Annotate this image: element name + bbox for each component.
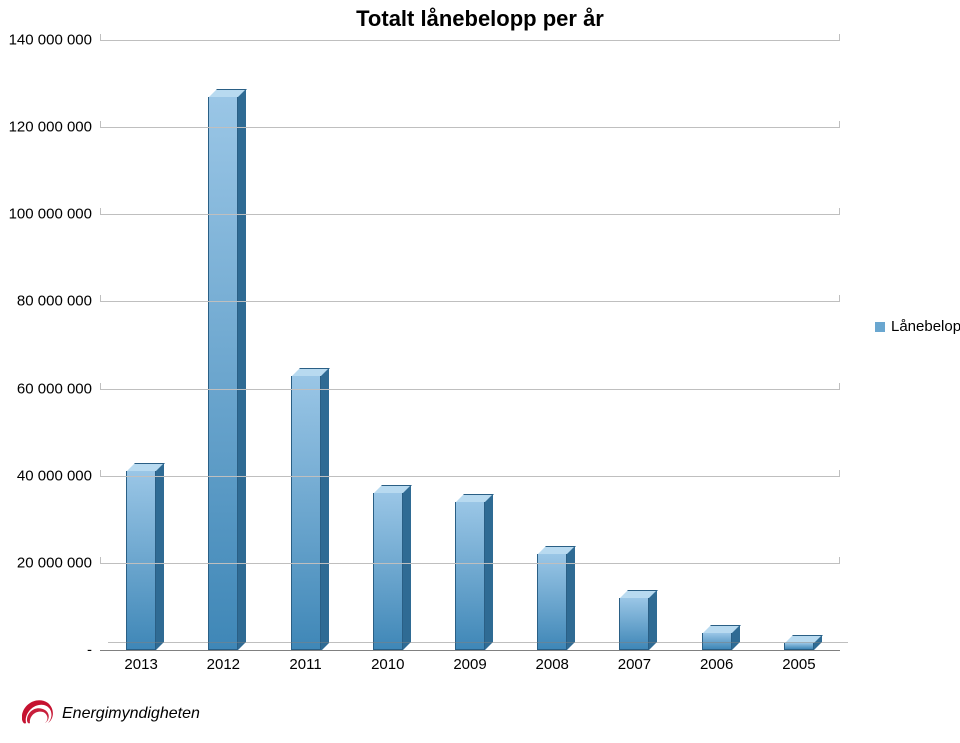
x-tick-label: 2013 — [124, 656, 157, 673]
y-tick-label: 80 000 000 — [17, 293, 100, 310]
bar — [291, 376, 321, 651]
bars-layer — [100, 40, 840, 650]
y-tick-label: 100 000 000 — [9, 206, 100, 223]
y-tick-label: 60 000 000 — [17, 380, 100, 397]
y-tick-label: 120 000 000 — [9, 119, 100, 136]
x-tick-label: 2009 — [453, 656, 486, 673]
chart-container: Totalt lånebelopp per år Lånebelopp -20 … — [0, 0, 960, 743]
bar — [373, 493, 403, 650]
x-tick-label: 2012 — [207, 656, 240, 673]
y-tick-label: 20 000 000 — [17, 554, 100, 571]
x-tick-label: 2005 — [782, 656, 815, 673]
legend: Lånebelopp — [875, 318, 960, 335]
x-tick-label: 2010 — [371, 656, 404, 673]
brand-logo: Energimyndigheten — [22, 699, 200, 729]
bar — [208, 97, 238, 650]
plot-area: -20 000 00040 000 00060 000 00080 000 00… — [100, 40, 840, 650]
chart-title: Totalt lånebelopp per år — [0, 6, 960, 32]
bar — [455, 502, 485, 650]
x-tick-label: 2007 — [618, 656, 651, 673]
bar — [126, 471, 156, 650]
x-tick-label: 2008 — [536, 656, 569, 673]
legend-swatch — [875, 322, 885, 332]
brand-text: Energimyndigheten — [62, 705, 200, 723]
bar — [537, 554, 567, 650]
x-tick-label: 2011 — [289, 656, 321, 673]
swirl-icon — [22, 699, 56, 729]
y-tick-label: - — [87, 642, 100, 659]
x-axis-labels: 2013 2012 2011 2010 2009 2008 2007 2006 2005 — [100, 650, 840, 670]
y-tick-label: 140 000 000 — [9, 32, 100, 49]
y-tick-label: 40 000 000 — [17, 467, 100, 484]
x-tick-label: 2006 — [700, 656, 733, 673]
legend-label: Lånebelopp — [891, 318, 960, 335]
